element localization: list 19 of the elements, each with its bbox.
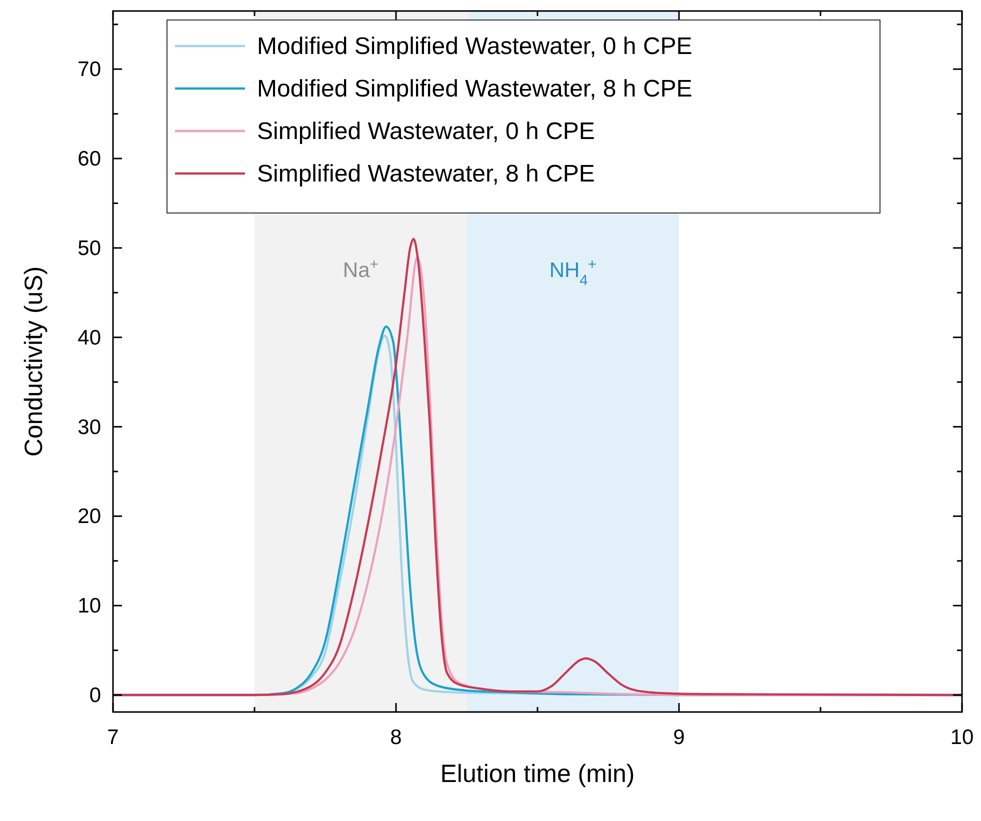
y-tick-label: 60 xyxy=(78,148,101,171)
x-tick-label: 7 xyxy=(107,726,119,749)
y-tick-label: 70 xyxy=(78,58,101,82)
x-tick-label: 9 xyxy=(673,726,685,749)
legend-label: Modified Simplified Wastewater, 0 h CPE xyxy=(257,33,692,60)
x-tick-label: 10 xyxy=(950,726,974,749)
y-tick-label: 0 xyxy=(89,684,101,708)
x-axis-title: Elution time (min) xyxy=(440,760,635,788)
legend-label: Simplified Wastewater, 8 h CPE xyxy=(257,160,595,188)
y-tick-label: 10 xyxy=(78,594,101,618)
x-tick-label: 8 xyxy=(390,726,402,749)
legend-label: Modified Simplified Wastewater, 8 h CPE xyxy=(257,76,692,102)
y-tick-label: 20 xyxy=(78,505,101,528)
legend-label: Simplified Wastewater, 0 h CPE xyxy=(257,118,595,145)
band-label: Na$^{+}$ xyxy=(342,257,378,282)
y-tick-label: 40 xyxy=(78,326,101,350)
y-tick-label: 30 xyxy=(78,416,101,439)
y-axis-title: Conductivity (uS) xyxy=(20,266,48,457)
y-tick-label: 50 xyxy=(78,236,101,260)
